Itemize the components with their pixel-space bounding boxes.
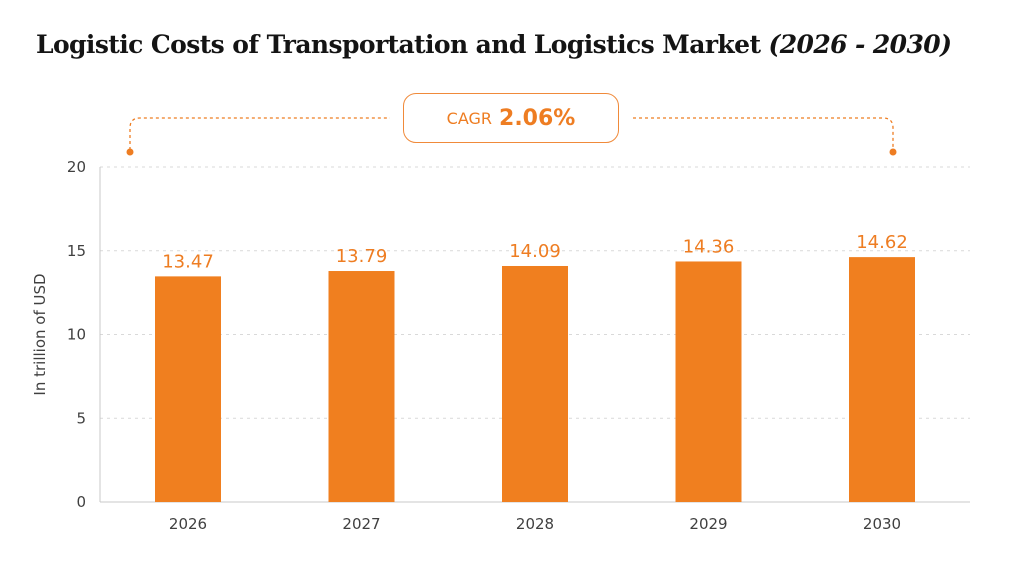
data-label-2028: 14.09 [509,241,561,262]
y-tick-label: 10 [67,326,86,344]
bar-2027 [328,271,395,502]
y-axis-title: In trillion of USD [31,273,49,395]
data-label-2029: 14.36 [683,236,735,257]
x-tick-label-2026: 2026 [169,515,207,533]
chart-title-years: (2026 - 2030) [768,30,952,59]
bar-2030 [849,257,915,502]
cagr-connector-right [633,117,894,150]
chart-title-main: Logistic Costs of Transportation and Log… [36,30,761,59]
y-tick-label: 20 [67,158,86,176]
y-tick-label: 0 [76,493,86,511]
y-tick-label: 15 [67,242,86,260]
cagr-connector-left [129,117,390,150]
data-label-2026: 13.47 [162,251,214,272]
x-tick-label-2027: 2027 [342,515,380,533]
chart-title: Logistic Costs of Transportation and Log… [36,30,952,59]
bar-2029 [675,261,742,502]
bar-2026 [155,276,221,502]
bar-2028 [502,265,568,502]
x-tick-label-2029: 2029 [689,515,727,533]
cagr-end-dot [889,148,897,156]
cagr-start-dot [126,148,134,156]
cagr-label: CAGR [446,108,493,128]
cagr-badge: CAGR 2.06% [403,93,619,143]
x-tick-label-2028: 2028 [516,515,554,533]
cagr-value: 2.06% [499,105,576,131]
x-tick-label-2030: 2030 [863,515,901,533]
data-label-2027: 13.79 [336,246,388,267]
data-label-2030: 14.62 [856,232,908,253]
y-tick-label: 5 [76,409,86,427]
